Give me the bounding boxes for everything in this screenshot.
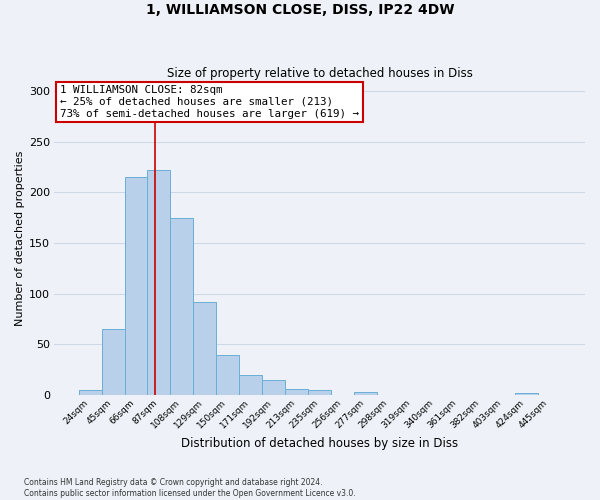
Text: 1, WILLIAMSON CLOSE, DISS, IP22 4DW: 1, WILLIAMSON CLOSE, DISS, IP22 4DW (146, 2, 454, 16)
Bar (515, 393, 538, 395)
Y-axis label: Number of detached properties: Number of detached properties (15, 150, 25, 326)
Bar (125, 177, 148, 395)
X-axis label: Distribution of detached houses by size in Diss: Distribution of detached houses by size … (181, 437, 458, 450)
Bar (79, 390, 101, 395)
Text: Contains HM Land Registry data © Crown copyright and database right 2024.
Contai: Contains HM Land Registry data © Crown c… (24, 478, 356, 498)
Bar (239, 375, 262, 395)
Bar (354, 392, 377, 395)
Bar (193, 302, 217, 395)
Bar (285, 389, 308, 395)
Bar (217, 354, 239, 395)
Bar (262, 380, 285, 395)
Bar (170, 218, 193, 395)
Text: 1 WILLIAMSON CLOSE: 82sqm
← 25% of detached houses are smaller (213)
73% of semi: 1 WILLIAMSON CLOSE: 82sqm ← 25% of detac… (60, 86, 359, 118)
Title: Size of property relative to detached houses in Diss: Size of property relative to detached ho… (167, 66, 473, 80)
Bar (148, 170, 170, 395)
Bar (308, 390, 331, 395)
Bar (101, 329, 125, 395)
